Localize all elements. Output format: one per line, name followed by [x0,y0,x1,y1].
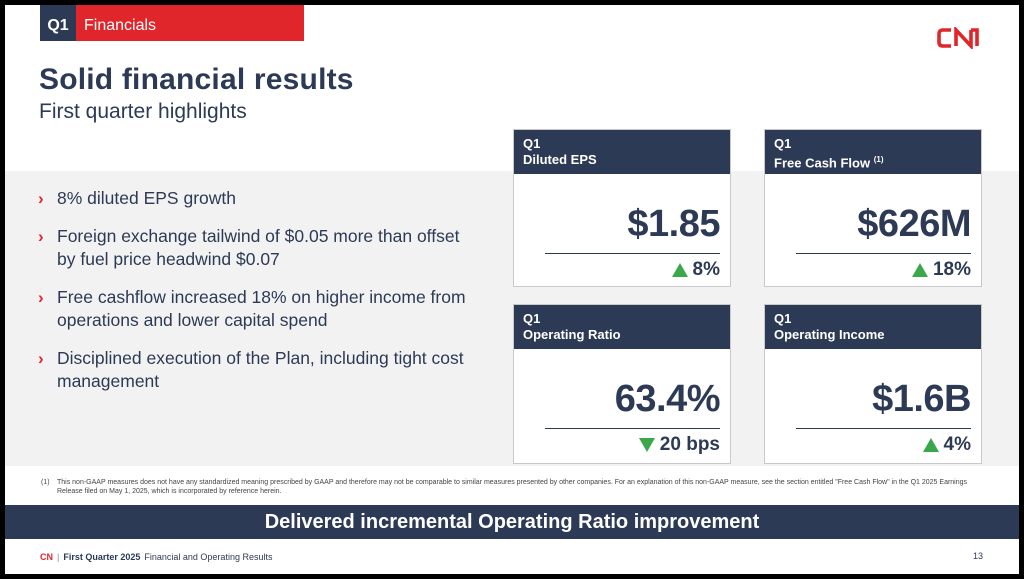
chevron-right-icon: › [38,189,44,208]
footnote-number: (1) [41,479,50,486]
change-value: 8% [692,259,720,280]
metric-card-operating-income: Q1 Operating Income $1.6B 4% [764,304,982,464]
card-period: Q1 [774,136,792,151]
footnote-ref: (1) [873,155,884,164]
card-header: Q1 Operating Income [765,305,981,349]
footnote: (1) This non-GAAP measures does not have… [41,478,981,496]
bullet-text: 8% diluted EPS growth [57,188,236,208]
quarter-label: Q1 [40,5,76,41]
footer: CN | First Quarter 2025 Financial and Op… [40,552,272,562]
card-value: 63.4% [614,378,721,420]
triangle-up-icon [922,438,939,452]
card-change: 4% [922,434,971,456]
card-title: Diluted EPS [523,152,597,167]
metric-card-diluted-eps: Q1 Diluted EPS $1.85 8% [513,129,731,287]
footer-separator: | [57,552,60,562]
metric-card-free-cash-flow: Q1 Free Cash Flow (1) $626M 18% [764,129,982,287]
card-value: $1.6B [872,378,971,420]
cn-logo [937,27,979,49]
card-change: 18% [911,259,971,281]
footer-period: First Quarter 2025 [63,552,141,562]
chevron-right-icon: › [38,227,44,246]
list-item: › Disciplined execution of the Plan, incl… [38,347,478,393]
page-title: Solid financial results [39,63,354,96]
card-period: Q1 [523,136,541,151]
chevron-right-icon: › [38,288,44,307]
card-header: Q1 Diluted EPS [514,130,730,174]
change-value: 20 bps [659,434,720,455]
triangle-down-icon [638,438,655,452]
footer-title: Financial and Operating Results [144,552,273,562]
bullet-text: Disciplined execution of the Plan, inclu… [57,348,464,391]
section-label: Financials [76,5,304,41]
metric-card-operating-ratio: Q1 Operating Ratio 63.4% 20 bps [513,304,731,464]
list-item: › 8% diluted EPS growth [38,187,478,210]
bullet-text: Free cashflow increased 18% on higher in… [57,287,466,330]
card-title: Operating Income [774,327,885,342]
footnote-text: This non-GAAP measures does not have any… [57,479,968,495]
card-divider [796,253,971,254]
card-change: 8% [671,259,720,281]
conclusion-banner: Delivered incremental Operating Ratio im… [5,505,1019,539]
list-item: › Foreign exchange tailwind of $0.05 more… [38,225,478,271]
chevron-right-icon: › [38,349,44,368]
page-subtitle: First quarter highlights [39,100,247,123]
card-period: Q1 [523,311,541,326]
card-header: Q1 Free Cash Flow (1) [765,130,981,174]
card-value: $626M [857,203,971,245]
highlights-list: › 8% diluted EPS growth › Foreign exchange… [38,187,478,408]
card-divider [796,428,971,429]
footer-brand: CN [40,552,53,562]
page-number: 13 [973,551,984,561]
card-divider [545,428,720,429]
bullet-text: Foreign exchange tailwind of $0.05 more … [57,226,460,269]
section-tag: Q1 Financials [40,5,304,41]
list-item: › Free cashflow increased 18% on higher i… [38,286,478,332]
card-header: Q1 Operating Ratio [514,305,730,349]
card-title: Free Cash Flow (1) [774,155,884,171]
triangle-up-icon [671,263,688,277]
card-change: 20 bps [638,434,720,456]
card-value: $1.85 [627,203,720,245]
card-divider [545,253,720,254]
slide: Q1 Financials Solid financial results Fi… [5,5,1019,574]
change-value: 4% [943,434,971,455]
card-title: Operating Ratio [523,327,621,342]
change-value: 18% [932,259,971,280]
triangle-up-icon [911,263,928,277]
card-period: Q1 [774,311,792,326]
